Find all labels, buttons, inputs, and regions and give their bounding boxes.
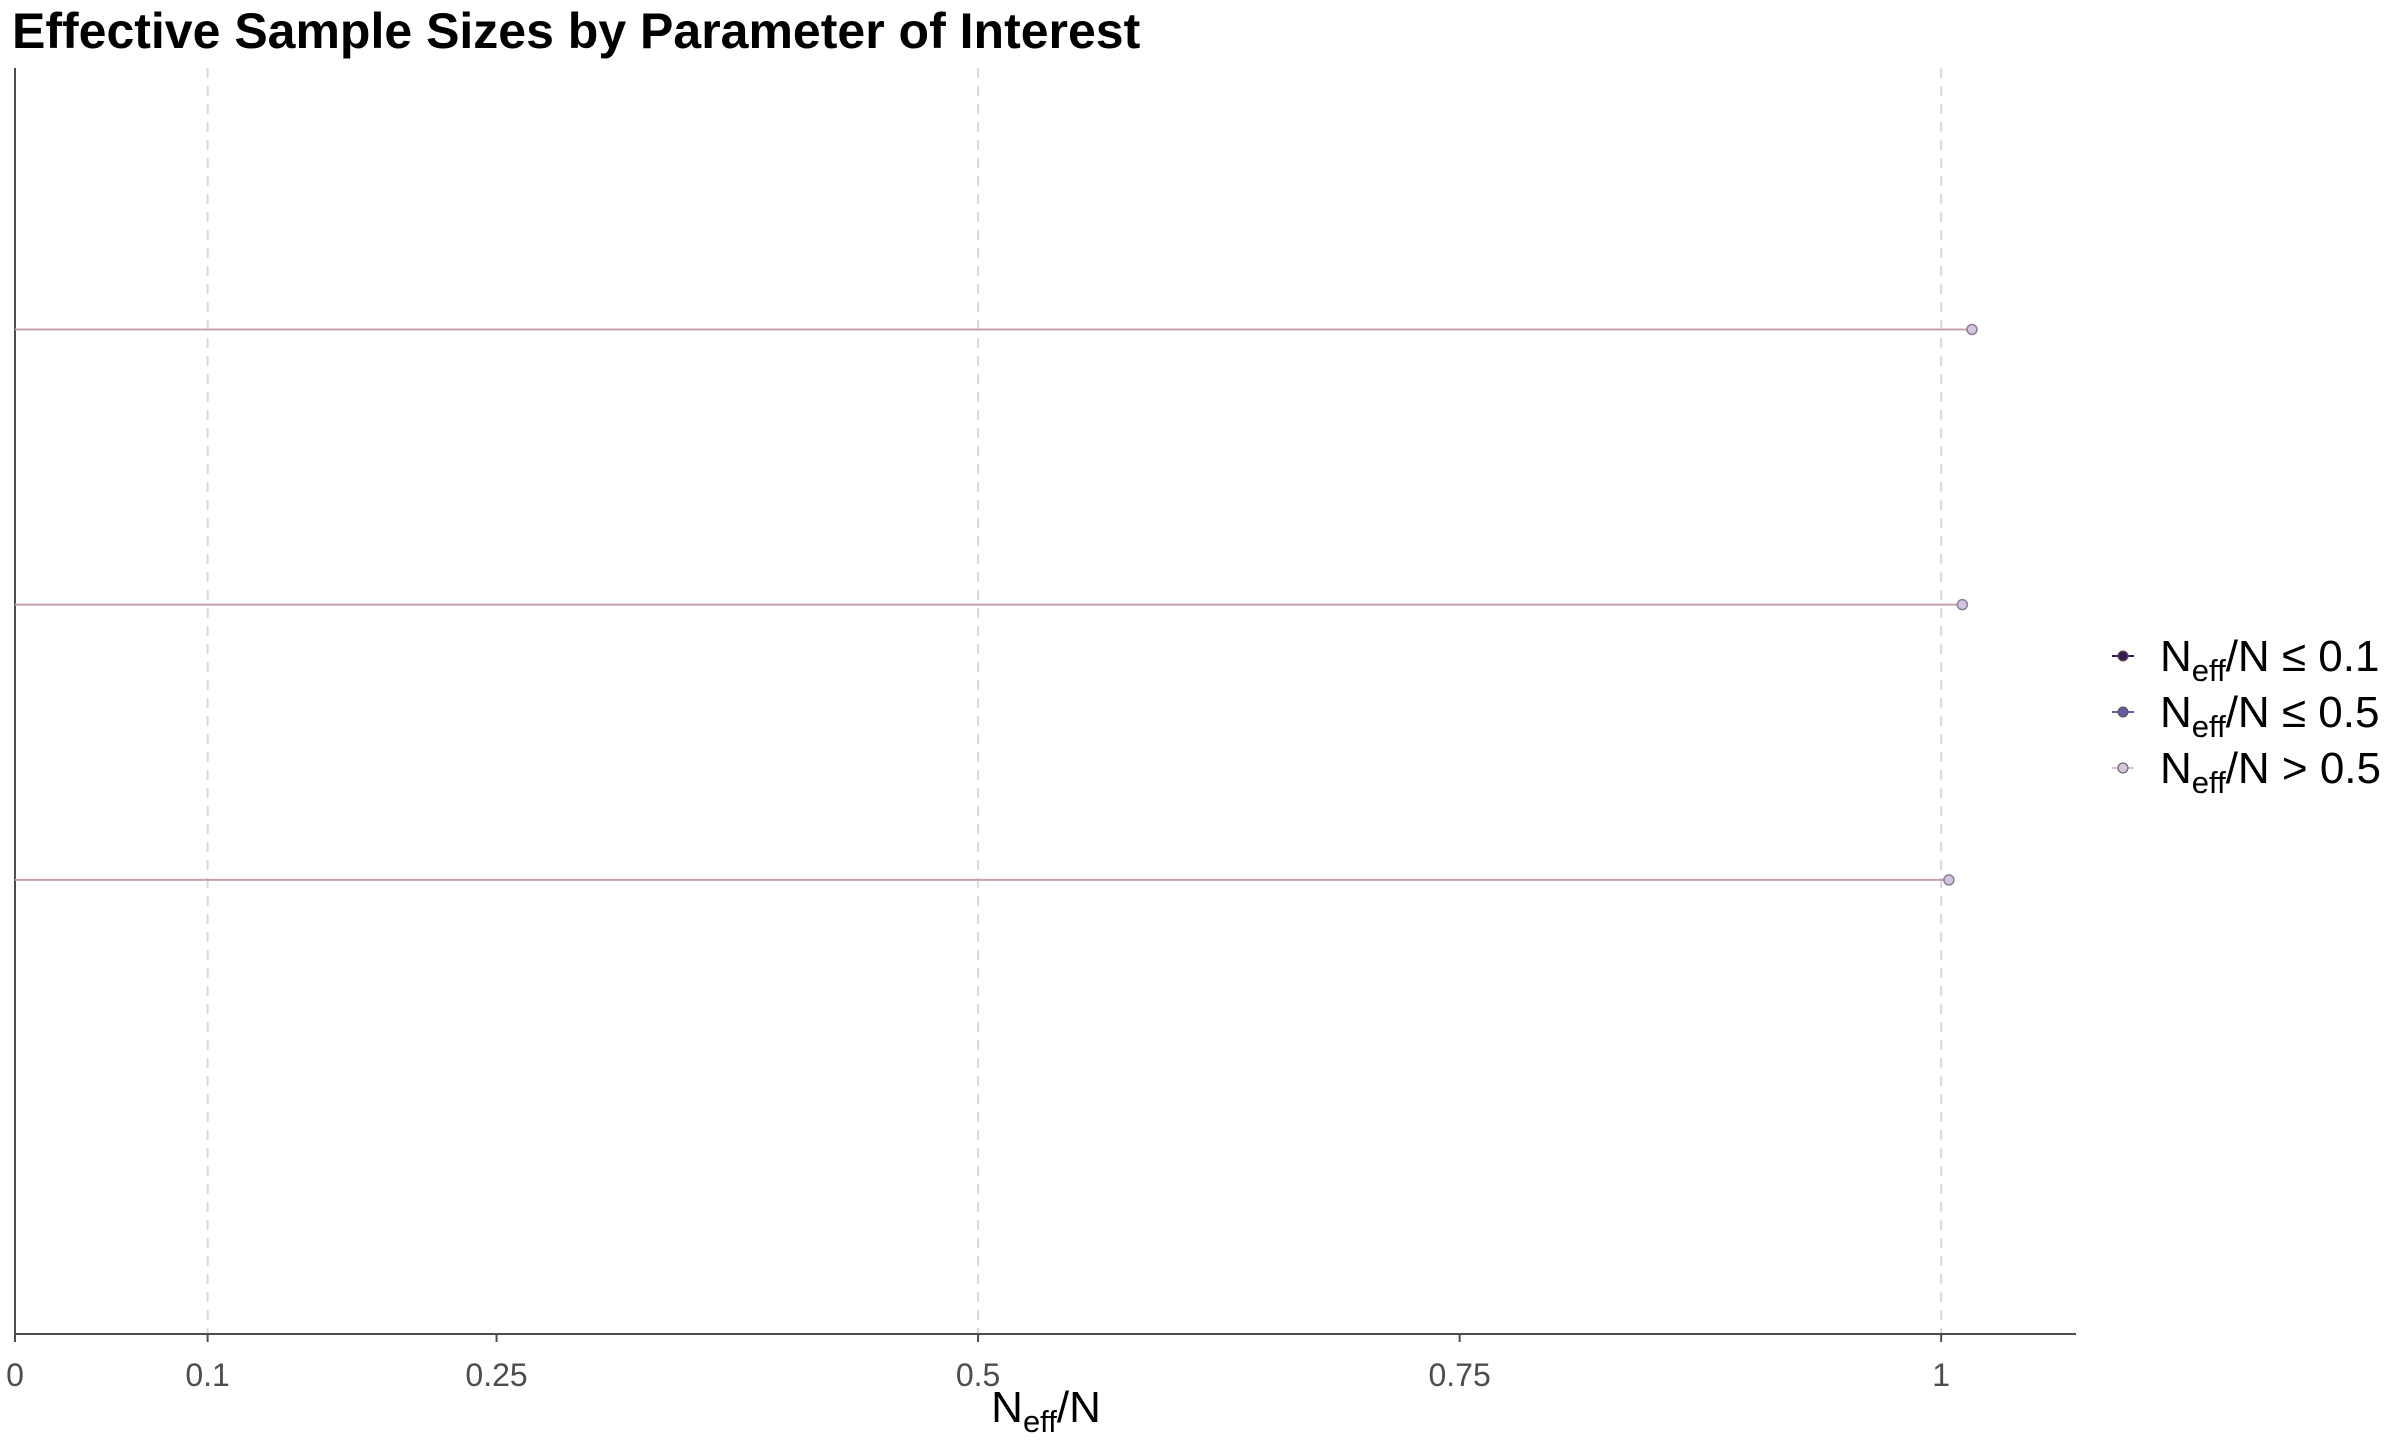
legend-key-point: [2117, 650, 2129, 662]
grid-lines: [206, 68, 1943, 1334]
legend-label: Neff/N ≤ 0.1: [2160, 632, 2379, 688]
legend-label-main: N: [2160, 688, 2192, 737]
legend-label-tail: /N > 0.5: [2226, 744, 2381, 793]
x-axis-title: Neff/N: [991, 1383, 1101, 1439]
legend-label-sub: eff: [2192, 709, 2226, 744]
x-tick-label: 0.25: [465, 1357, 527, 1393]
axes: [14, 68, 2076, 1335]
x-axis-title-tail: /N: [1057, 1383, 1101, 1432]
data-point: [1956, 598, 1969, 611]
legend-label: Neff/N > 0.5: [2160, 744, 2381, 800]
x-tick-label: 0.75: [1428, 1357, 1490, 1393]
legend-label-sub: eff: [2192, 653, 2226, 688]
legend-key-point: [2117, 762, 2129, 774]
legend-label-tail: /N ≤ 0.5: [2226, 688, 2380, 737]
legend-key-point: [2117, 706, 2129, 718]
x-tick-label: 0.5: [956, 1357, 1000, 1393]
x-axis-title-sub: eff: [1023, 1404, 1057, 1439]
data-marks: [15, 323, 1978, 886]
legend-label-tail: /N ≤ 0.1: [2226, 632, 2380, 681]
x-tick-labels: 0 0.1 0.25 0.5 0.75 1: [6, 1334, 1950, 1393]
x-tick-label: 0.1: [185, 1357, 229, 1393]
chart-title: Effective Sample Sizes by Parameter of I…: [12, 3, 1141, 59]
x-axis-title-main: N: [991, 1383, 1023, 1432]
legend-label-main: N: [2160, 632, 2192, 681]
x-tick-label: 1: [1932, 1357, 1950, 1393]
data-point: [1966, 323, 1978, 336]
legend-label-main: N: [2160, 744, 2192, 793]
data-point: [1943, 874, 1955, 886]
x-tick-label: 0: [6, 1357, 24, 1393]
legend-label: Neff/N ≤ 0.5: [2160, 688, 2379, 744]
legend-label-sub: eff: [2192, 765, 2226, 800]
